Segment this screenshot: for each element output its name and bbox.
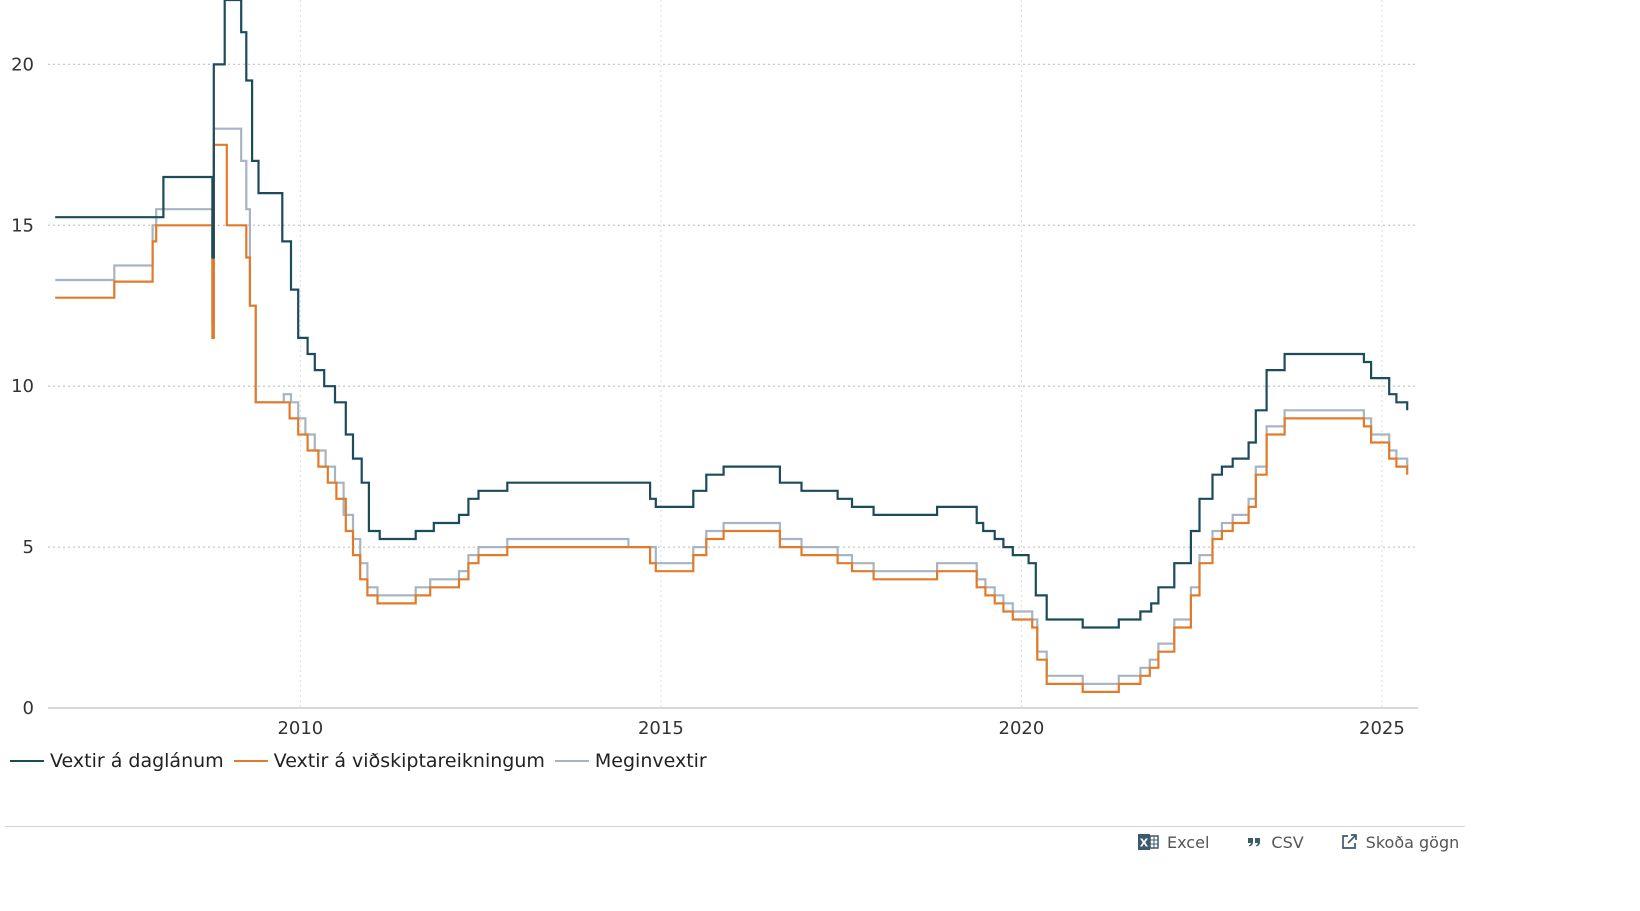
- legend-label: Vextir á daglánum: [50, 750, 224, 772]
- csv-label: CSV: [1271, 832, 1304, 852]
- quote-icon: [1248, 838, 1261, 847]
- external-link-icon: [1341, 834, 1357, 849]
- view-data-label: Skoða gögn: [1365, 832, 1460, 852]
- chart: 0 5 10 15 20 2010 2015 2020 2025: [11, 0, 1418, 739]
- excel-export-button[interactable]: X Excel: [1137, 832, 1209, 852]
- svg-text:X: X: [1140, 837, 1149, 850]
- legend: Vextir á daglánum Vextir á viðskiptareik…: [10, 750, 717, 772]
- y-tick-label: 0: [23, 698, 34, 719]
- excel-label: Excel: [1167, 832, 1210, 852]
- x-tick-label: 2010: [277, 718, 323, 739]
- legend-item-meginvextir[interactable]: Meginvextir: [554, 750, 707, 772]
- y-tick-label: 10: [11, 376, 34, 397]
- series-line: [55, 0, 1409, 629]
- legend-label: Meginvextir: [594, 750, 707, 772]
- export-actions: X Excel CSV Skoða gögn: [1137, 832, 1459, 852]
- divider: [5, 826, 1465, 827]
- legend-item-dagalan[interactable]: Vextir á daglánum: [10, 750, 224, 772]
- x-tick-label: 2020: [999, 718, 1045, 739]
- legend-item-vidskiptareikningar[interactable]: Vextir á viðskiptareikningum: [233, 750, 545, 772]
- legend-swatch: [10, 760, 44, 762]
- y-tick-label: 20: [11, 54, 34, 75]
- excel-icon: X: [1138, 834, 1159, 850]
- series-line: [55, 143, 1409, 693]
- csv-export-button[interactable]: CSV: [1245, 832, 1304, 852]
- y-tick-label: 5: [23, 537, 34, 558]
- x-tick-label: 2015: [638, 718, 684, 739]
- legend-label: Vextir á viðskiptareikningum: [273, 750, 545, 772]
- y-tick-label: 15: [11, 215, 34, 236]
- view-data-button[interactable]: Skoða gögn: [1340, 832, 1460, 852]
- series-line: [55, 127, 1409, 685]
- x-tick-label: 2025: [1359, 718, 1405, 739]
- legend-swatch: [554, 760, 589, 762]
- legend-swatch: [233, 760, 268, 762]
